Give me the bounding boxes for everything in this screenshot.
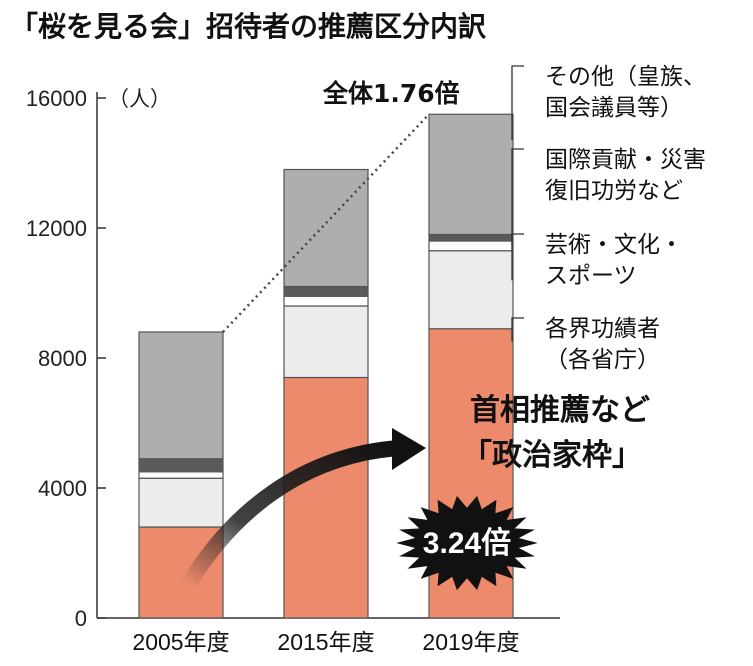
bars <box>138 113 514 619</box>
bar-segment-2 <box>138 477 224 528</box>
chart-title: 「桜を見る会」招待者の推薦区分内訳 <box>10 10 487 43</box>
bar-segment-5 <box>138 331 224 460</box>
x-category-label: 2005年度 <box>132 629 229 655</box>
bar-segment-3 <box>283 295 369 307</box>
bar-segment-2 <box>428 250 514 330</box>
x-category-label: 2015年度 <box>277 629 374 655</box>
axes: 0 4000 8000 12000 16000 2005年度 2015年度 2019年度 <box>26 86 560 655</box>
y-tick-label: 12000 <box>26 216 87 241</box>
legend-label: 各界功績者 <box>545 316 660 342</box>
guide-lines <box>222 113 430 333</box>
legend-label: 芸術・文化・ <box>545 232 683 258</box>
bar-segment-4 <box>428 233 514 242</box>
legend-leader-line <box>511 148 524 247</box>
y-tick-label: 16000 <box>26 86 87 111</box>
legend-label: スポーツ <box>545 263 637 289</box>
legend-label: その他（皇族、 <box>545 64 706 90</box>
bar-segment-4 <box>138 458 224 473</box>
legend-label: 復旧功労など <box>545 178 683 204</box>
y-tick-label: 4000 <box>38 476 87 501</box>
growth-arrow-shaft <box>180 440 408 593</box>
total-ratio-note: 全体1.76倍 <box>322 79 460 108</box>
bar-segment-1 <box>283 376 369 619</box>
bar-segment-5 <box>428 113 514 236</box>
callout-line-1: 首相推薦など <box>470 393 650 428</box>
x-category-label: 2019年度 <box>422 629 519 655</box>
legend-leader-line <box>511 317 524 342</box>
callout-line-2: 「政治家枠」 <box>462 438 642 473</box>
legend: その他（皇族、国会議員等） 国際貢献・災害復旧功労など芸術・文化・スポーツ各界功績… <box>511 64 706 373</box>
legend-label: （各省庁） <box>545 347 660 373</box>
bar-segment-3 <box>428 240 514 252</box>
bar-segment-3 <box>138 471 224 479</box>
legend-label: 国際貢献・災害 <box>545 147 706 173</box>
bar-segment-5 <box>283 168 369 288</box>
legend-leader-line <box>511 65 524 141</box>
growth-arrow-head <box>392 428 426 470</box>
total-growth-guide <box>222 113 430 333</box>
y-tick-label: 0 <box>75 606 87 631</box>
bar-segment-2 <box>283 305 369 379</box>
bar-segment-4 <box>283 285 369 297</box>
ratio-starburst <box>396 495 538 591</box>
ratio-starburst-text: 3.24倍 <box>423 526 511 560</box>
y-tick-label: 8000 <box>38 346 87 371</box>
y-unit-label: （人） <box>108 87 171 111</box>
legend-leader-line <box>511 233 524 281</box>
legend-label: 国会議員等） <box>545 95 683 121</box>
